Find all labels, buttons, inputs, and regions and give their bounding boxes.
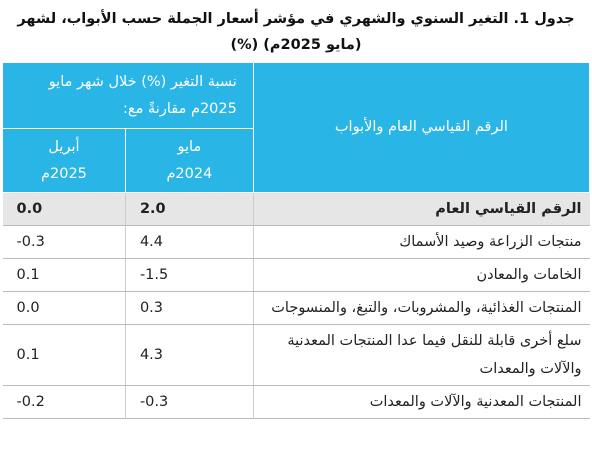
title-line: جدول 1. التغير السنوي والشهري في مؤشر أس…: [17, 11, 575, 27]
table-row: الخامات والمعادن -1.5 0.1: [2, 258, 590, 292]
row-label: المنتجات الغذائية، والمشروبات، والتبغ، و…: [253, 291, 590, 325]
row-label: الخامات والمعادن: [253, 258, 590, 292]
header-label: الرقم القياسي العام والأبواب: [252, 62, 591, 193]
table-row: المنتجات المعدنية والآلات والمعدات -0.3 -0…: [2, 385, 590, 419]
cell-value: 0.1: [2, 324, 126, 386]
row-label: سلع أخرى قابلة للنقل فيما عدا المنتجات ا…: [253, 324, 590, 386]
header-col: أبريل 2025م: [2, 128, 126, 193]
header-group: نسبة التغير (%) خلال شهر مايو 2025م مقار…: [2, 62, 254, 129]
table-row: سلع أخرى قابلة للنقل فيما عدا المنتجات ا…: [2, 324, 590, 386]
cell-value: 0.1: [2, 258, 126, 292]
row-label: المنتجات المعدنية والآلات والمعدات: [253, 385, 590, 419]
cell-value: -1.5: [125, 258, 254, 292]
data-table: الرقم القياسي العام والأبواب نسبة التغير…: [2, 62, 591, 419]
table-row: الرقم القياسي العام 2.0 0.0: [2, 192, 590, 226]
table-row: منتجات الزراعة وصيد الأسماك 4.4 -0.3: [2, 225, 590, 259]
cell-value: 4.3: [125, 324, 254, 386]
cell-value: -0.2: [2, 385, 126, 419]
header-col: مايو 2024م: [124, 128, 254, 193]
table-title: جدول 1. التغير السنوي والشهري في مؤشر أس…: [0, 0, 592, 62]
row-label: منتجات الزراعة وصيد الأسماك: [253, 225, 590, 259]
cell-value: -0.3: [2, 225, 126, 259]
table-row: المنتجات الغذائية، والمشروبات، والتبغ، و…: [2, 291, 590, 325]
cell-value: 2.0: [125, 192, 254, 226]
cell-value: 4.4: [125, 225, 254, 259]
table-body: الرقم القياسي العام 2.0 0.0 منتجات الزراعة …: [2, 192, 590, 419]
cell-value: 0.0: [2, 192, 126, 226]
cell-value: -0.3: [125, 385, 254, 419]
cell-value: 0.3: [125, 291, 254, 325]
cell-value: 0.0: [2, 291, 126, 325]
row-label: الرقم القياسي العام: [253, 192, 590, 226]
title-line: (مايو 2025م) (%): [230, 37, 362, 53]
